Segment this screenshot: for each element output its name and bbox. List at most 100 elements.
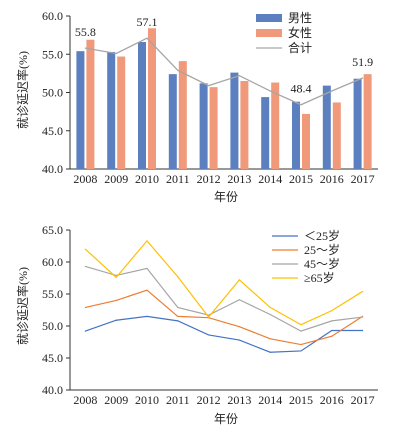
chart-bottom: 就诊延迟率(%) 年份 40.0 45.0 50.0 55.0 60.0 65.0 2008… <box>15 223 378 426</box>
series-point-1 <box>146 289 148 291</box>
x-tick-label-bottom: 2008 <box>73 393 97 407</box>
series-point-1 <box>177 315 179 317</box>
x-tick-label-top: 2015 <box>289 172 313 186</box>
bar-male <box>138 42 146 170</box>
bar-male <box>107 51 116 169</box>
series-point-3 <box>331 310 333 312</box>
series-point-2 <box>84 265 86 268</box>
bar-female <box>148 28 156 169</box>
x-tick-label-top: 2016 <box>320 172 344 186</box>
series-point-0 <box>208 334 210 336</box>
series-point-1 <box>238 326 240 328</box>
bar-male <box>292 101 300 169</box>
series-point-2 <box>300 330 302 332</box>
legend-label-bottom: 25～岁 <box>304 242 340 257</box>
series-point-2 <box>269 313 271 316</box>
series-line-3 <box>84 239 363 326</box>
chart-top: 就诊延迟率(%) 年份 40.0 45.0 50.0 55.0 60.0 2008 2009… <box>15 9 378 204</box>
x-tick-label-top: 2008 <box>73 172 97 186</box>
bar-female <box>86 39 95 170</box>
legend-label-top: 合计 <box>288 40 312 55</box>
data-label-total: 51.9 <box>352 55 373 69</box>
x-tick-label-bottom: 2015 <box>289 393 313 407</box>
series-point-3 <box>238 279 240 281</box>
bar-male <box>76 51 85 169</box>
y-tick-label-bottom: 55.0 <box>42 287 63 301</box>
total-point <box>115 52 117 55</box>
bar-female <box>363 74 372 169</box>
series-point-1 <box>331 335 333 337</box>
y-tick-label-bottom: 65.0 <box>42 223 63 237</box>
x-axis-title-top: 年份 <box>214 190 238 204</box>
series-point-3 <box>300 324 302 326</box>
x-tick-label-top: 2009 <box>104 172 128 186</box>
x-tick-label-bottom: 2009 <box>104 393 128 407</box>
legend-label-bottom: ≥65岁 <box>304 270 335 285</box>
y-tick-label-top: 45.0 <box>42 124 63 138</box>
x-tick-label-top: 2017 <box>351 172 375 186</box>
series-point-0 <box>238 339 240 341</box>
bar-male <box>261 97 270 169</box>
series-point-2 <box>208 314 210 316</box>
y-tick-label-top: 50.0 <box>42 86 63 100</box>
total-point <box>269 90 271 92</box>
y-tick-label-bottom: 60.0 <box>42 255 63 269</box>
series-point-1 <box>84 306 86 309</box>
total-point <box>177 69 179 71</box>
series-point-1 <box>300 343 302 346</box>
x-tick-label-bottom: 2013 <box>227 393 251 407</box>
bar-male <box>168 74 177 169</box>
series-point-3 <box>362 290 364 293</box>
bar-male <box>353 78 362 169</box>
series-point-2 <box>238 299 240 301</box>
x-tick-label-top: 2010 <box>135 172 159 186</box>
bar-female <box>117 56 126 169</box>
legend-swatch-0 <box>256 14 282 22</box>
x-tick-label-bottom: 2012 <box>197 393 221 407</box>
series-point-0 <box>331 329 333 332</box>
y-tick-label-top: 55.0 <box>42 47 63 61</box>
x-tick-label-bottom: 2017 <box>351 393 375 407</box>
total-point <box>238 75 240 77</box>
bar-female <box>240 81 249 169</box>
series-point-2 <box>146 267 148 269</box>
series-point-0 <box>362 329 364 332</box>
x-tick-label-top: 2013 <box>227 172 251 186</box>
legend-label-bottom: ＜25岁 <box>304 228 340 243</box>
bar-female <box>178 61 187 170</box>
data-label-total: 57.1 <box>137 15 158 29</box>
series-point-0 <box>146 315 148 317</box>
legend-label-top: 男性 <box>288 11 312 25</box>
total-point <box>208 85 210 87</box>
series-point-0 <box>300 350 302 352</box>
series-line-1 <box>85 289 363 346</box>
bar-male <box>322 85 331 169</box>
x-tick-label-bottom: 2010 <box>135 393 159 407</box>
series-point-1 <box>269 338 271 340</box>
series-point-3 <box>146 240 148 242</box>
x-tick-label-bottom: 2014 <box>258 393 282 407</box>
bar-female <box>302 113 310 169</box>
y-axis-title-top: 就诊延迟率(%) <box>15 51 30 129</box>
x-tick-label-top: 2014 <box>258 172 282 186</box>
bar-male <box>199 83 208 169</box>
series-point-0 <box>84 330 86 332</box>
series-point-2 <box>115 274 117 277</box>
x-tick-label-bottom: 2011 <box>166 393 190 407</box>
bar-female <box>271 82 280 169</box>
series-point-0 <box>177 320 179 322</box>
data-label-total: 55.8 <box>75 25 96 39</box>
y-tick-label-top: 40.0 <box>42 162 63 176</box>
bar-female <box>332 102 341 169</box>
y-tick-label-top: 60.0 <box>42 9 63 23</box>
series-point-2 <box>362 316 364 318</box>
total-point <box>146 37 148 39</box>
series-point-0 <box>115 319 117 321</box>
y-axis-title-bottom: 就诊延迟率(%) <box>15 267 30 345</box>
series-point-3 <box>177 276 179 278</box>
series-point-3 <box>269 306 271 309</box>
series-point-0 <box>269 351 271 353</box>
x-tick-label-bottom: 2016 <box>320 393 344 407</box>
series-point-3 <box>84 248 86 250</box>
